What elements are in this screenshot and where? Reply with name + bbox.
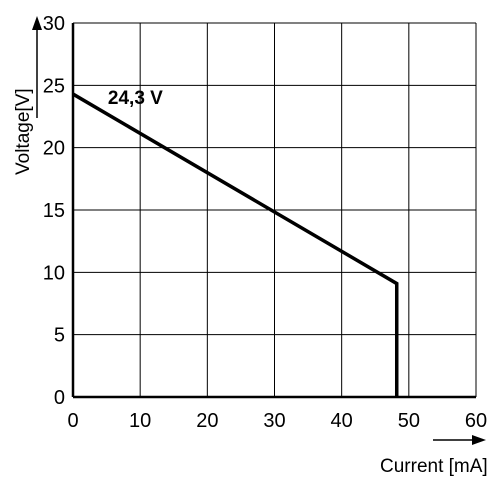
series	[72, 92, 399, 397]
y-tick-label: 30	[43, 13, 65, 35]
grid	[71, 22, 477, 399]
x-tick-label: 10	[129, 410, 151, 432]
y-tick-label: 20	[43, 138, 65, 160]
x-axis-title-group: Current [mA]	[380, 435, 488, 477]
y-tick-label: 5	[54, 325, 65, 347]
y-axis-title: Voltage[V]	[13, 88, 34, 175]
y-tick-label: 25	[43, 75, 65, 97]
x-tick-label: 30	[263, 410, 285, 432]
y-axis-title-group: Voltage[V]	[13, 16, 42, 175]
x-tick-labels: 0 10 20 30 40 50 60	[67, 410, 487, 432]
annotations: 24,3 V	[108, 88, 163, 109]
x-axis-title: Current [mA]	[380, 456, 488, 477]
y-tick-label: 15	[43, 200, 65, 222]
x-tick-label: 60	[465, 410, 487, 432]
x-tick-label: 20	[196, 410, 218, 432]
y-tick-label: 10	[43, 262, 65, 284]
x-tick-label: 50	[398, 410, 420, 432]
annotation-label: 24,3 V	[108, 88, 163, 109]
y-tick-label: 0	[54, 387, 65, 409]
y-tick-labels: 0 5 10 15 20 25 30	[43, 13, 65, 409]
y-axis-arrowhead	[32, 16, 42, 30]
x-tick-label: 0	[67, 410, 78, 432]
series-line	[72, 92, 399, 397]
x-tick-label: 40	[331, 410, 353, 432]
x-axis-arrowhead	[472, 435, 486, 445]
